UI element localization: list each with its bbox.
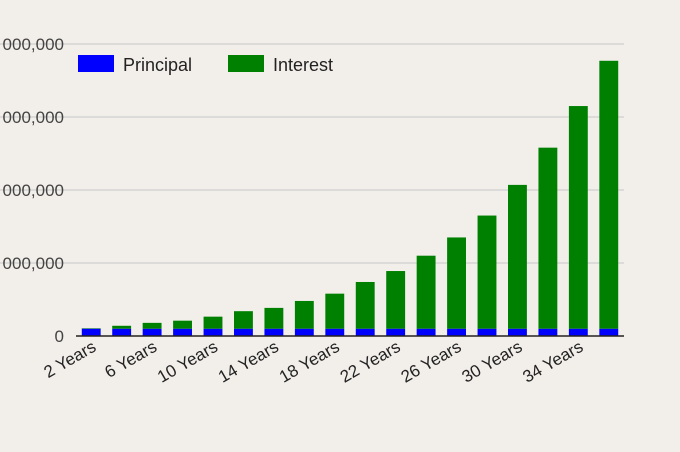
bar-principal bbox=[294, 328, 314, 336]
x-tick-label: 6 Years bbox=[101, 337, 160, 382]
legend-label-interest: Interest bbox=[273, 55, 333, 75]
bar-principal bbox=[599, 328, 619, 336]
x-tick-label: 26 Years bbox=[398, 337, 465, 387]
bar-interest bbox=[264, 307, 284, 329]
bar-interest bbox=[173, 320, 192, 329]
bar-principal bbox=[416, 328, 436, 336]
bar-interest bbox=[355, 281, 375, 329]
bar-interest bbox=[234, 311, 253, 329]
bar-principal bbox=[142, 328, 162, 336]
bar-interest bbox=[477, 215, 497, 329]
bars bbox=[81, 60, 619, 336]
bar-principal bbox=[264, 328, 284, 336]
bar-principal bbox=[447, 328, 466, 336]
legend: Principal Interest bbox=[78, 55, 333, 75]
bar-principal bbox=[203, 328, 223, 336]
x-tick-label: 2 Years bbox=[41, 337, 100, 382]
bar-principal bbox=[386, 328, 406, 336]
bar-interest bbox=[112, 325, 132, 329]
bar-interest bbox=[599, 60, 619, 329]
bar-interest bbox=[508, 184, 527, 329]
bar-principal bbox=[477, 328, 497, 336]
x-tick-label: 22 Years bbox=[337, 337, 404, 387]
x-tick-label: 18 Years bbox=[276, 337, 343, 387]
bar-principal bbox=[325, 328, 345, 336]
y-tick-label: 000,000 bbox=[3, 108, 64, 127]
y-tick-labels: 0 000,000 000,000 000,000 000,000 bbox=[3, 35, 64, 346]
bar-principal bbox=[173, 328, 192, 336]
bar-interest bbox=[568, 106, 588, 329]
legend-swatch-principal bbox=[78, 55, 114, 72]
bar-interest bbox=[538, 147, 558, 329]
bar-principal bbox=[234, 328, 253, 336]
legend-swatch-interest bbox=[228, 55, 264, 72]
bar-interest bbox=[386, 271, 406, 329]
x-tick-label: 10 Years bbox=[154, 337, 221, 387]
y-tick-label: 000,000 bbox=[3, 254, 64, 273]
bar-principal bbox=[112, 328, 132, 336]
x-tick-label: 34 Years bbox=[520, 337, 587, 387]
legend-label-principal: Principal bbox=[123, 55, 192, 75]
bar-principal bbox=[538, 328, 558, 336]
y-tick-label: 000,000 bbox=[3, 35, 64, 54]
bar-principal bbox=[508, 328, 527, 336]
bar-interest bbox=[142, 322, 162, 329]
grid-lines bbox=[0, 43, 624, 264]
bar-principal bbox=[568, 328, 588, 336]
bar-interest bbox=[294, 300, 314, 329]
bar-principal bbox=[81, 328, 101, 336]
y-tick-label: 0 bbox=[55, 327, 64, 346]
bar-interest bbox=[203, 316, 223, 329]
bar-interest bbox=[447, 237, 466, 329]
bar-interest bbox=[325, 293, 345, 329]
bar-interest bbox=[416, 255, 436, 329]
y-tick-label: 000,000 bbox=[3, 181, 64, 200]
x-tick-label: 14 Years bbox=[215, 337, 282, 387]
bar-principal bbox=[355, 328, 375, 336]
x-tick-label: 30 Years bbox=[459, 337, 526, 387]
